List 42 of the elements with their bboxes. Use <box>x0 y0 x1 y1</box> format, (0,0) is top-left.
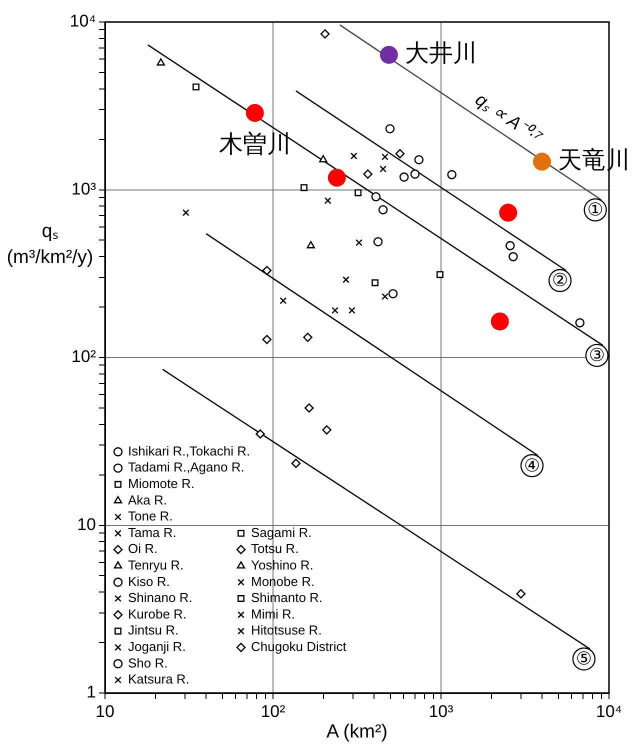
x-tick-label: 10³ <box>428 702 454 721</box>
legend-label: Jintsu R. <box>128 622 179 638</box>
legend-label: Tone R. <box>128 508 173 524</box>
y-tick-label: 10 <box>77 514 96 534</box>
y-axis-title: qₛ (m³/km²/y) <box>6 221 94 268</box>
x-tick-label: 10 <box>96 702 114 721</box>
annotation: 大井川 <box>404 39 477 68</box>
annotation: qₛ ∝ A⁻⁰·⁷ <box>472 89 546 148</box>
legend-label: Shinano R. <box>128 590 192 606</box>
legend-label: Monobe R. <box>251 574 315 589</box>
y-tick-label: 1 <box>86 682 96 702</box>
annotation: 木曽川 <box>218 130 291 158</box>
legend-label: Shimanto R. <box>251 590 323 606</box>
series-label: ② <box>552 270 568 292</box>
legend-label: Sho R. <box>128 655 168 670</box>
x-tick-label: 10² <box>260 702 286 721</box>
legend-label: Mimi R. <box>251 606 296 622</box>
legend-label: Totsu R. <box>251 541 299 556</box>
legend-label: Joganji R. <box>128 638 186 654</box>
y-tick-label: 10² <box>71 347 96 366</box>
legend-label: Kiso R. <box>128 574 170 589</box>
legend-label: Kurobe R. <box>128 606 187 622</box>
series-label: ④ <box>524 455 540 476</box>
series-label: ⑤ <box>576 648 592 670</box>
legend-label: Aka R. <box>128 492 168 508</box>
legend-label: Ishikari R.,Tokachi R. <box>128 443 250 458</box>
y-tick-label: 10³ <box>71 179 96 198</box>
legend-label: Katsura R. <box>128 672 190 687</box>
legend-label: Tadami R.,Agano R. <box>128 460 244 475</box>
legend-label: Hitotsuse R. <box>251 622 322 638</box>
legend-label: Sagami R. <box>251 524 312 540</box>
x-tick-label: 10⁴ <box>596 702 622 721</box>
series-label: ③ <box>588 345 605 366</box>
legend-label: Tama R. <box>128 524 176 540</box>
legend-label: Tenryu R. <box>128 557 184 572</box>
x-axis-title: A (km²) <box>326 722 388 743</box>
legend-label: Yoshino R. <box>251 557 314 572</box>
series-label: ① <box>587 200 604 221</box>
legend-label: Miomote R. <box>128 476 194 491</box>
legend-label: Chugoku District <box>251 638 347 654</box>
y-tick-label: 10⁴ <box>70 12 96 31</box>
legend-label: Oi R. <box>128 541 158 556</box>
